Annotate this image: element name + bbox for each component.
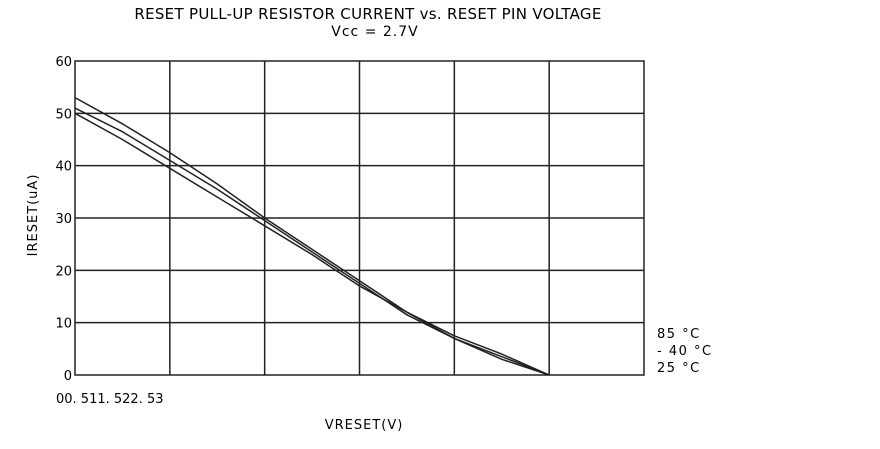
series-lines [74, 96, 550, 376]
series-line-1 [74, 107, 550, 376]
y-axis-label: IRESET(uA) [26, 174, 41, 257]
y-tick-label: 30 [55, 212, 72, 227]
series-line-0 [74, 96, 550, 376]
y-tick-label: 10 [55, 317, 72, 332]
y-tick-label: 40 [55, 160, 72, 175]
legend: 85 °C - 40 °C 25 °C [657, 327, 713, 376]
chart-title: RESET PULL-UP RESISTOR CURRENT vs. RESET… [134, 5, 601, 23]
plot-frame [74, 60, 645, 376]
y-tick-labels: 0 10 20 30 40 50 60 [55, 55, 72, 384]
y-tick-label: 60 [55, 55, 72, 70]
chart-subtitle: Vcc = 2.7V [331, 24, 418, 40]
x-axis-label: VRESET(V) [325, 418, 404, 433]
legend-entry: 25 °C [657, 361, 701, 376]
legend-entry: 85 °C [657, 327, 701, 342]
legend-entry: - 40 °C [657, 344, 713, 359]
series-line-2 [74, 112, 550, 376]
x-tick-labels: 00. 511. 522. 53 [56, 392, 164, 407]
y-tick-label: 50 [55, 107, 72, 122]
grid [75, 61, 644, 375]
y-tick-label: 0 [64, 369, 72, 384]
y-tick-label: 20 [55, 264, 72, 279]
